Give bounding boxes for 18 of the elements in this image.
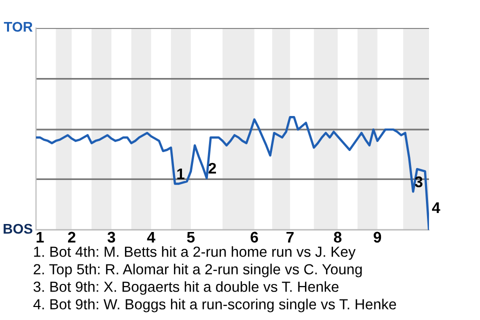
x-tick-label: 5 (187, 232, 195, 243)
ref-line-label: TOR (4, 22, 33, 32)
text: 2. Top 5th: R. Alomar hit a 2-run single vs C. Young (34, 264, 362, 278)
x-tick-label: 6 (250, 232, 258, 243)
x-tick-label: 7 (286, 232, 294, 242)
text: 3. Bot 9th: X. Bogaerts hit a double vs T. Henke (34, 281, 339, 295)
text: 4. Bot 9th: W. Boggs hit a run-scoring single vs T. Henke (33, 298, 396, 312)
annotation: 2 (208, 162, 216, 174)
text: 1. Bot 4th: M. Betts hit a 2-run home run vs J. Key (34, 246, 356, 260)
x-tick-label: 9 (374, 232, 382, 243)
x-tick-label: 3 (108, 232, 116, 243)
ref-line-label: BOS (4, 224, 32, 234)
annotation: 1 (177, 168, 184, 180)
x-tick-label: 8 (334, 232, 342, 243)
x-tick-label: 1 (36, 232, 44, 242)
x-tick-label: 4 (147, 232, 156, 242)
x-tick-label: 2 (68, 232, 76, 242)
text: 4 (432, 202, 440, 213)
